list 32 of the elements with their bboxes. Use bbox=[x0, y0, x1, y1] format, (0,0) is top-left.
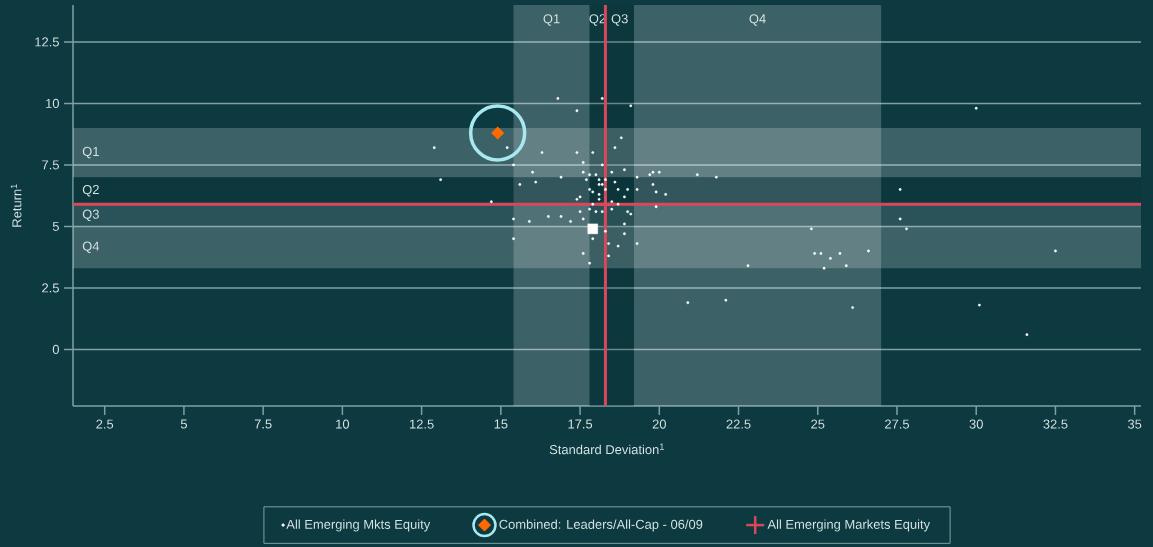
x-tick-label: 35 bbox=[1127, 419, 1142, 429]
x-axis-title: Standard Deviation$^{1}$ bbox=[549, 443, 664, 455]
band-label: Q4 bbox=[82, 241, 100, 254]
x-tick-label: 15 bbox=[494, 419, 508, 429]
x-tick-label: 10 bbox=[336, 419, 350, 429]
x-tick-label: 5 bbox=[180, 419, 187, 429]
x-tick-label: 2.5 bbox=[96, 419, 114, 429]
y-tick-label: 7.5 bbox=[42, 160, 59, 170]
y-axis-title: Return$^{1}$ bbox=[10, 184, 22, 227]
band-label: Q1 bbox=[543, 14, 560, 26]
y-tick-label: 12.5 bbox=[35, 37, 59, 47]
y-tick-label: 2.5 bbox=[42, 283, 59, 293]
y-tick-label: 10 bbox=[46, 98, 59, 108]
band-label: Q2 bbox=[82, 184, 99, 197]
band-label: Q3 bbox=[611, 14, 628, 26]
x-tick-label: 20 bbox=[652, 419, 666, 429]
x-tick-label: 25 bbox=[811, 419, 825, 429]
y-tick-label: 5 bbox=[52, 221, 59, 231]
legend-label: All Emerging Mkts Equity bbox=[286, 519, 431, 532]
x-tick-label: 17.5 bbox=[568, 419, 593, 429]
x-tick-label: 27.5 bbox=[885, 419, 910, 429]
x-tick-label: 22.5 bbox=[726, 419, 751, 429]
band-label: Q3 bbox=[82, 209, 99, 222]
band-label: Q1 bbox=[82, 146, 99, 159]
y-tick-label: 0 bbox=[52, 344, 59, 354]
x-tick-label: 7.5 bbox=[254, 419, 272, 429]
legend-label: All Emerging Markets Equity bbox=[767, 519, 931, 532]
band-label: Q4 bbox=[749, 14, 766, 26]
x-tick-label: 12.5 bbox=[409, 419, 434, 429]
x-tick-label: 32.5 bbox=[1043, 419, 1068, 429]
legend-label: Combined: Leaders/All-Cap - 06/09 bbox=[499, 519, 703, 532]
x-tick-label: 30 bbox=[969, 419, 983, 429]
